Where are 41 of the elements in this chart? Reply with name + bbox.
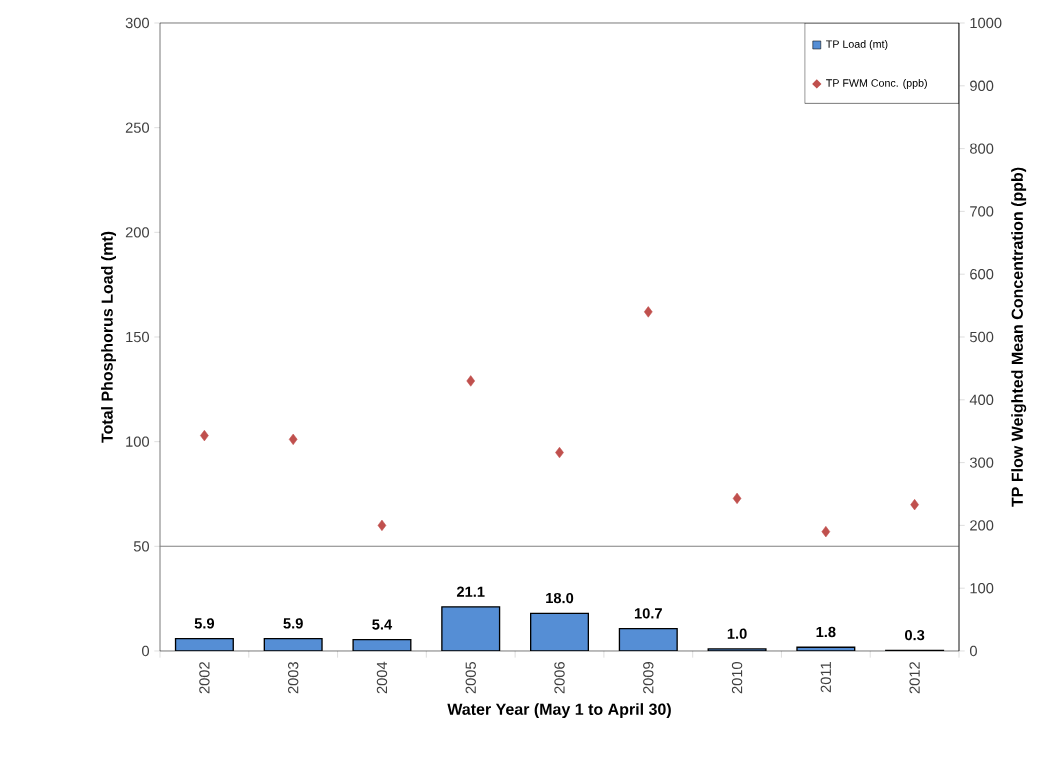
y2-tick-label: 0 [969, 645, 977, 657]
data-label: 10.7 [634, 608, 662, 619]
y-tick-label: 250 [125, 122, 150, 133]
data-label: 5.9 [194, 618, 215, 629]
y-axis-title: Total Phosphorus Load (mt) [101, 231, 116, 443]
y-tick-label: 200 [125, 227, 150, 238]
y2-tick-label: 1000 [970, 17, 1002, 29]
y2-tick-label: 300 [969, 457, 994, 468]
data-label: 0.3 [905, 629, 925, 641]
data-label: 18.0 [546, 592, 574, 604]
data-label: 1.0 [727, 628, 747, 639]
y-tick-label: 150 [126, 331, 150, 343]
y2-tick-label: 100 [970, 583, 994, 594]
data-label: 1.8 [816, 626, 836, 638]
y2-tick-label: 800 [970, 143, 994, 154]
x-tick-label: 2003 [288, 662, 299, 694]
x-tick-label: 2006 [554, 662, 565, 694]
x-tick-label: 2012 [909, 662, 920, 694]
y2-tick-label: 700 [970, 206, 994, 217]
y2-tick-label: 400 [969, 394, 994, 405]
x-tick-label: 2011 [820, 662, 832, 693]
y2-tick-label: 500 [969, 331, 994, 343]
x-tick-label: 2004 [376, 661, 388, 694]
x-tick-label: 2009 [643, 662, 654, 694]
x-tick-label: 2002 [199, 662, 210, 694]
data-label: 5.9 [283, 618, 303, 629]
y-tick-label: 50 [133, 541, 150, 552]
x-axis-title: Water Year (May 1 to April 30) [447, 703, 671, 719]
y-tick-label: 300 [125, 17, 150, 29]
y2-tick-label: 900 [970, 80, 994, 91]
y-tick-label: 100 [126, 436, 150, 447]
y2-axis-title: TP Flow Weighted Mean Concentration (ppb) [1011, 167, 1027, 507]
legend-label: TP FWM Conc. (ppb) [826, 78, 927, 89]
x-tick-label: 2010 [731, 661, 743, 694]
legend-label: TP Load (mt) [826, 39, 888, 50]
y2-tick-label: 200 [970, 520, 994, 531]
y2-tick-label: 600 [970, 269, 994, 280]
x-tick-label: 2005 [465, 662, 476, 694]
y-tick-label: 0 [142, 645, 150, 657]
data-label: 5.4 [372, 619, 393, 630]
data-label: 21.1 [456, 586, 485, 597]
